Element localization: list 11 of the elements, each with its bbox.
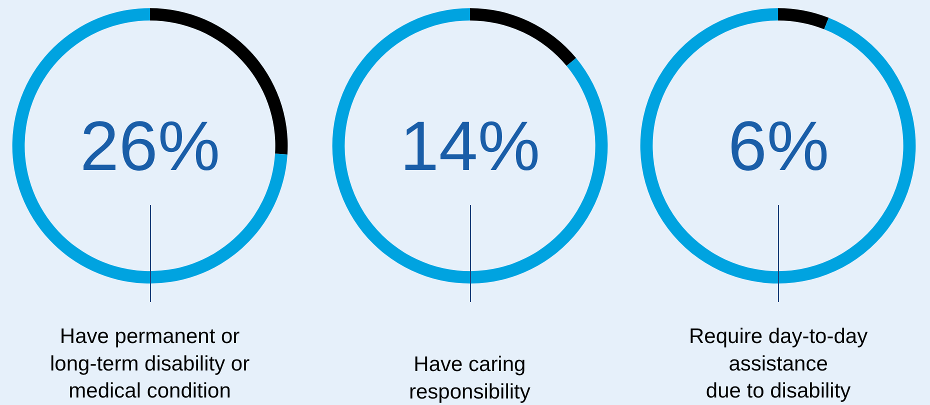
text: 6% (728, 107, 830, 185)
text: Have permanent or long-term disability or medical condition (50, 325, 250, 403)
donut-slice (778, 8, 829, 30)
text: Require day-to-day assistance due to disability (689, 325, 868, 403)
donut-slice (332, 8, 608, 284)
donut-slice (640, 8, 916, 284)
text: 26% (80, 107, 220, 185)
donut-slice (470, 8, 576, 66)
donut-slice (12, 8, 288, 284)
text: 14% (400, 107, 540, 185)
text: Have caring responsibility (409, 353, 531, 404)
